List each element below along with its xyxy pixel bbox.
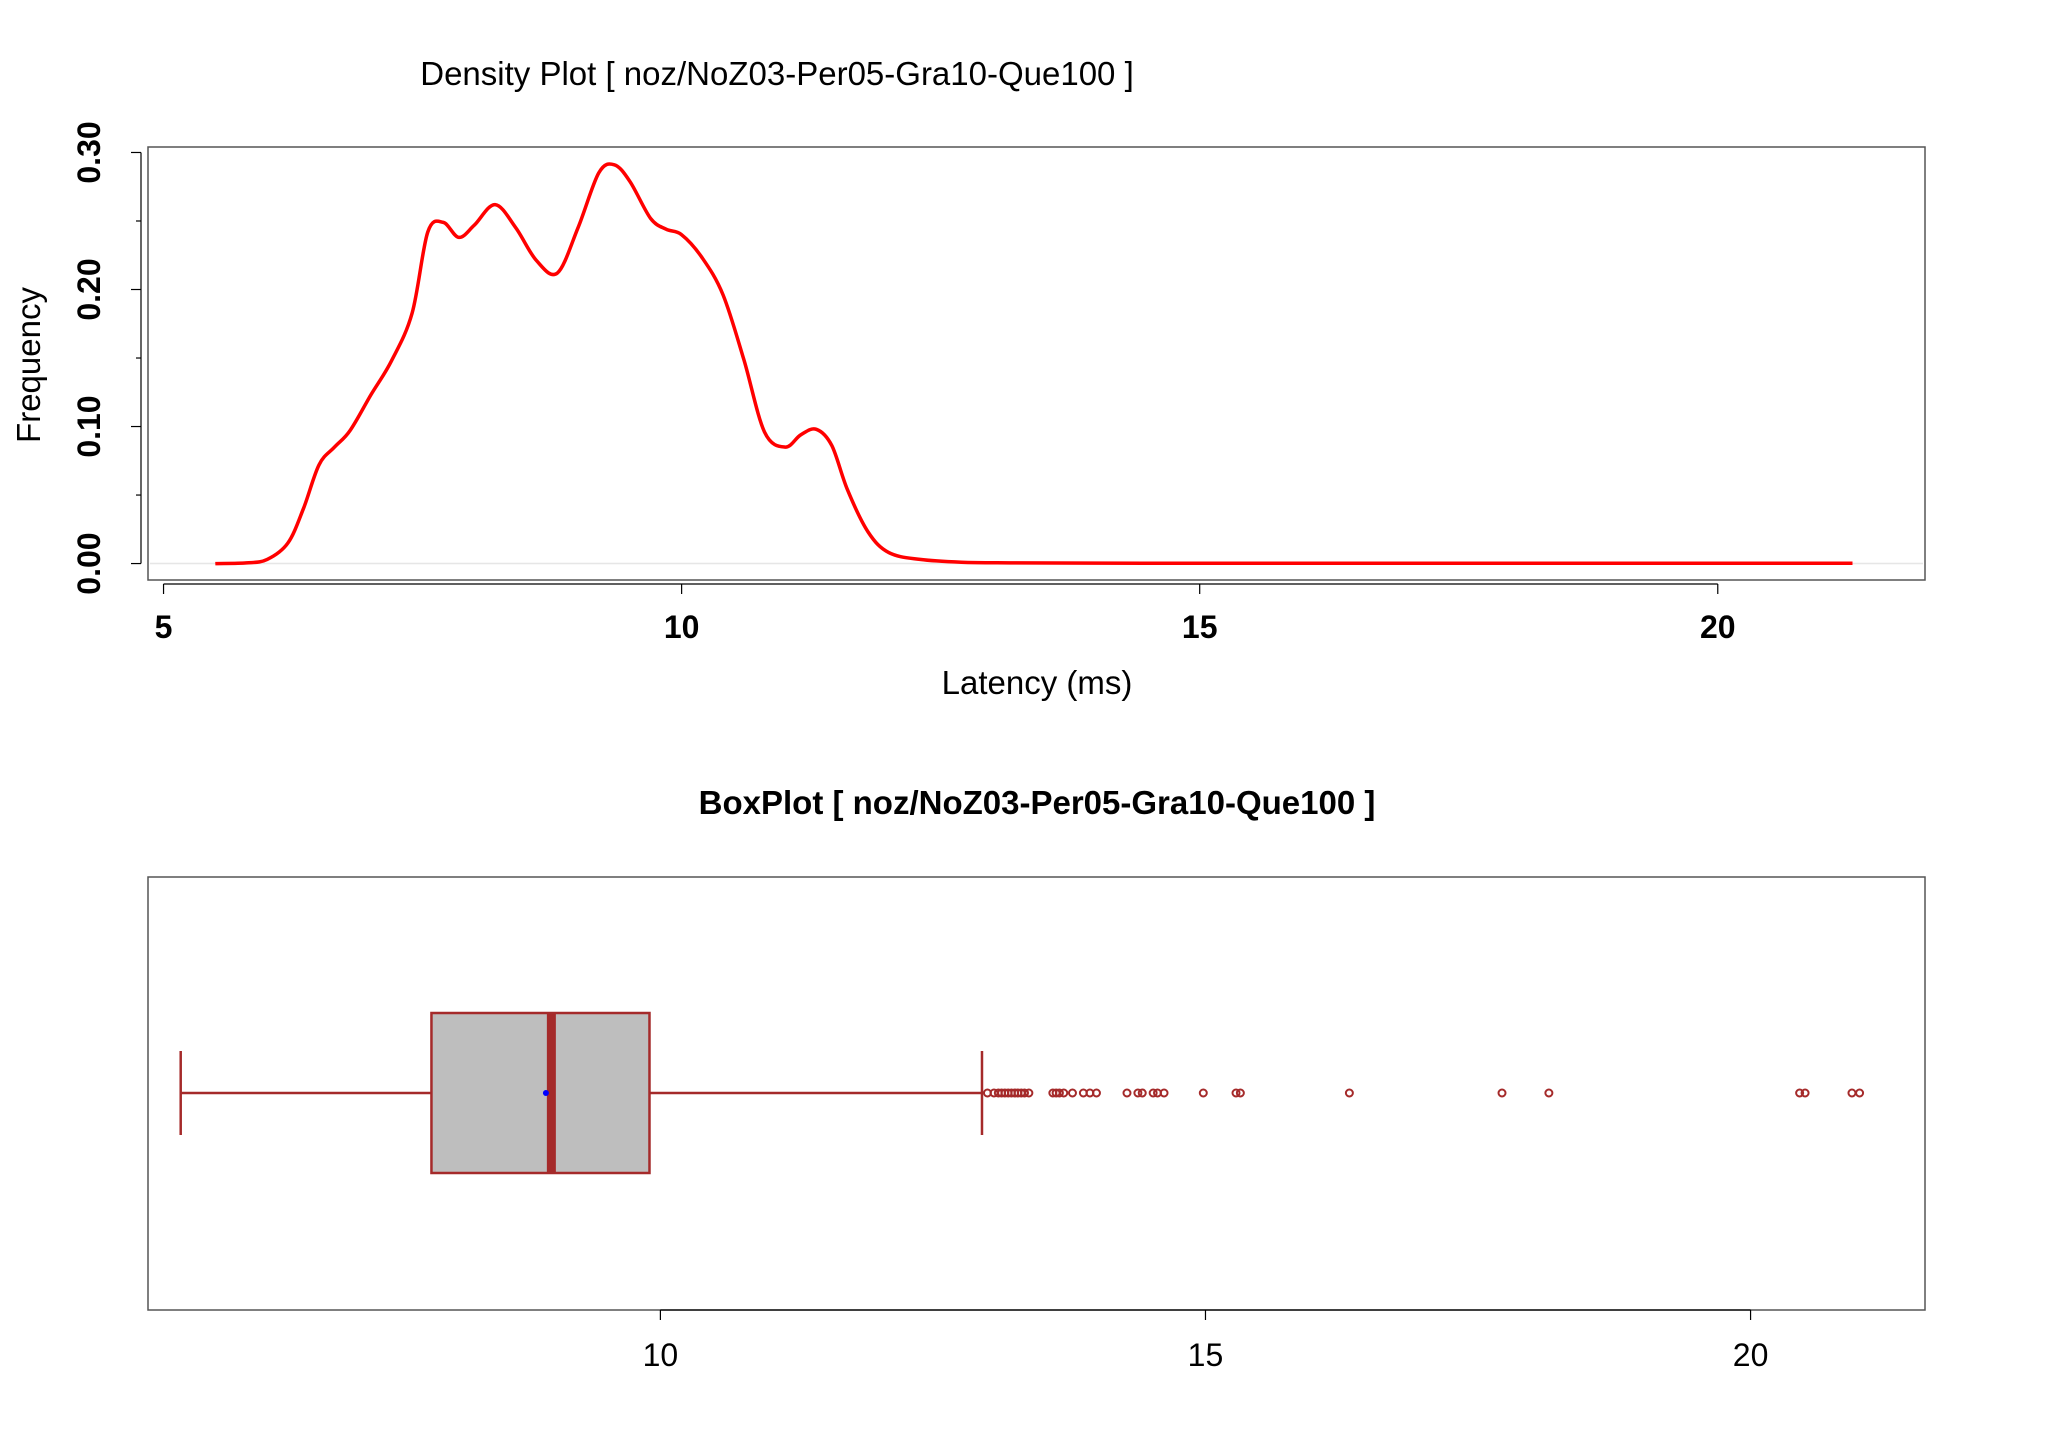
box-plot-marks	[179, 1011, 1865, 1175]
outlier-point	[1133, 1088, 1143, 1098]
outlier-point	[1020, 1088, 1030, 1098]
density-x-tick-label: 5	[155, 609, 173, 645]
outlier-point	[1148, 1088, 1158, 1098]
outlier-point	[1800, 1088, 1810, 1098]
outlier-point	[1497, 1088, 1507, 1098]
density-plot-frame	[147, 146, 1926, 581]
outlier-point	[1159, 1088, 1169, 1098]
outlier-point	[1231, 1088, 1241, 1098]
density-y-tick-label: 0.10	[71, 395, 107, 457]
density-x-tick-label: 20	[1700, 609, 1736, 645]
outlier-point	[1847, 1088, 1857, 1098]
box-x-tick-label: 20	[1733, 1337, 1769, 1373]
outlier-point	[1544, 1088, 1554, 1098]
outlier-point	[1235, 1088, 1245, 1098]
density-y-tick-label: 0.30	[71, 121, 107, 183]
box-x-tick-label: 10	[643, 1337, 679, 1373]
density-plot-panel: Density Plot [ noz/NoZ03-Per05-Gra10-Que…	[10, 55, 1926, 701]
outlier-point	[1054, 1088, 1064, 1098]
box-x-tick-label: 15	[1188, 1337, 1224, 1373]
outlier-point	[1067, 1088, 1077, 1098]
outlier-point	[1091, 1088, 1101, 1098]
box-plot-panel: BoxPlot [ noz/NoZ03-Per05-Gra10-Que100 ]…	[147, 784, 1926, 1373]
density-y-axis: 0.00 0.10 0.20 0.30	[71, 121, 1923, 595]
density-y-axis-label: Frequency	[10, 287, 47, 443]
outlier-point	[1344, 1088, 1354, 1098]
outlier-point	[1024, 1088, 1034, 1098]
outlier-point	[1198, 1088, 1208, 1098]
density-x-tick-label: 10	[664, 609, 700, 645]
density-y-tick-label: 0.00	[71, 532, 107, 594]
density-x-axis: 5 10 15 20	[155, 583, 1736, 645]
density-x-tick-label: 15	[1182, 609, 1218, 645]
outlier-point	[1795, 1088, 1805, 1098]
mean-marker	[542, 1090, 549, 1096]
density-plot-title: Density Plot [ noz/NoZ03-Per05-Gra10-Que…	[420, 55, 1134, 92]
outlier-point	[1122, 1088, 1132, 1098]
box-plot-title: BoxPlot [ noz/NoZ03-Per05-Gra10-Que100 ]	[699, 784, 1376, 821]
outlier-point	[1137, 1088, 1147, 1098]
density-x-axis-label: Latency (ms)	[942, 664, 1133, 701]
density-y-tick-label: 0.20	[71, 258, 107, 320]
interquartile-box	[430, 1011, 651, 1175]
density-curve	[215, 162, 1853, 566]
box-x-axis: 10 15 20	[643, 1309, 1769, 1373]
outlier-point	[1855, 1088, 1865, 1098]
outlier-point	[1059, 1088, 1069, 1098]
